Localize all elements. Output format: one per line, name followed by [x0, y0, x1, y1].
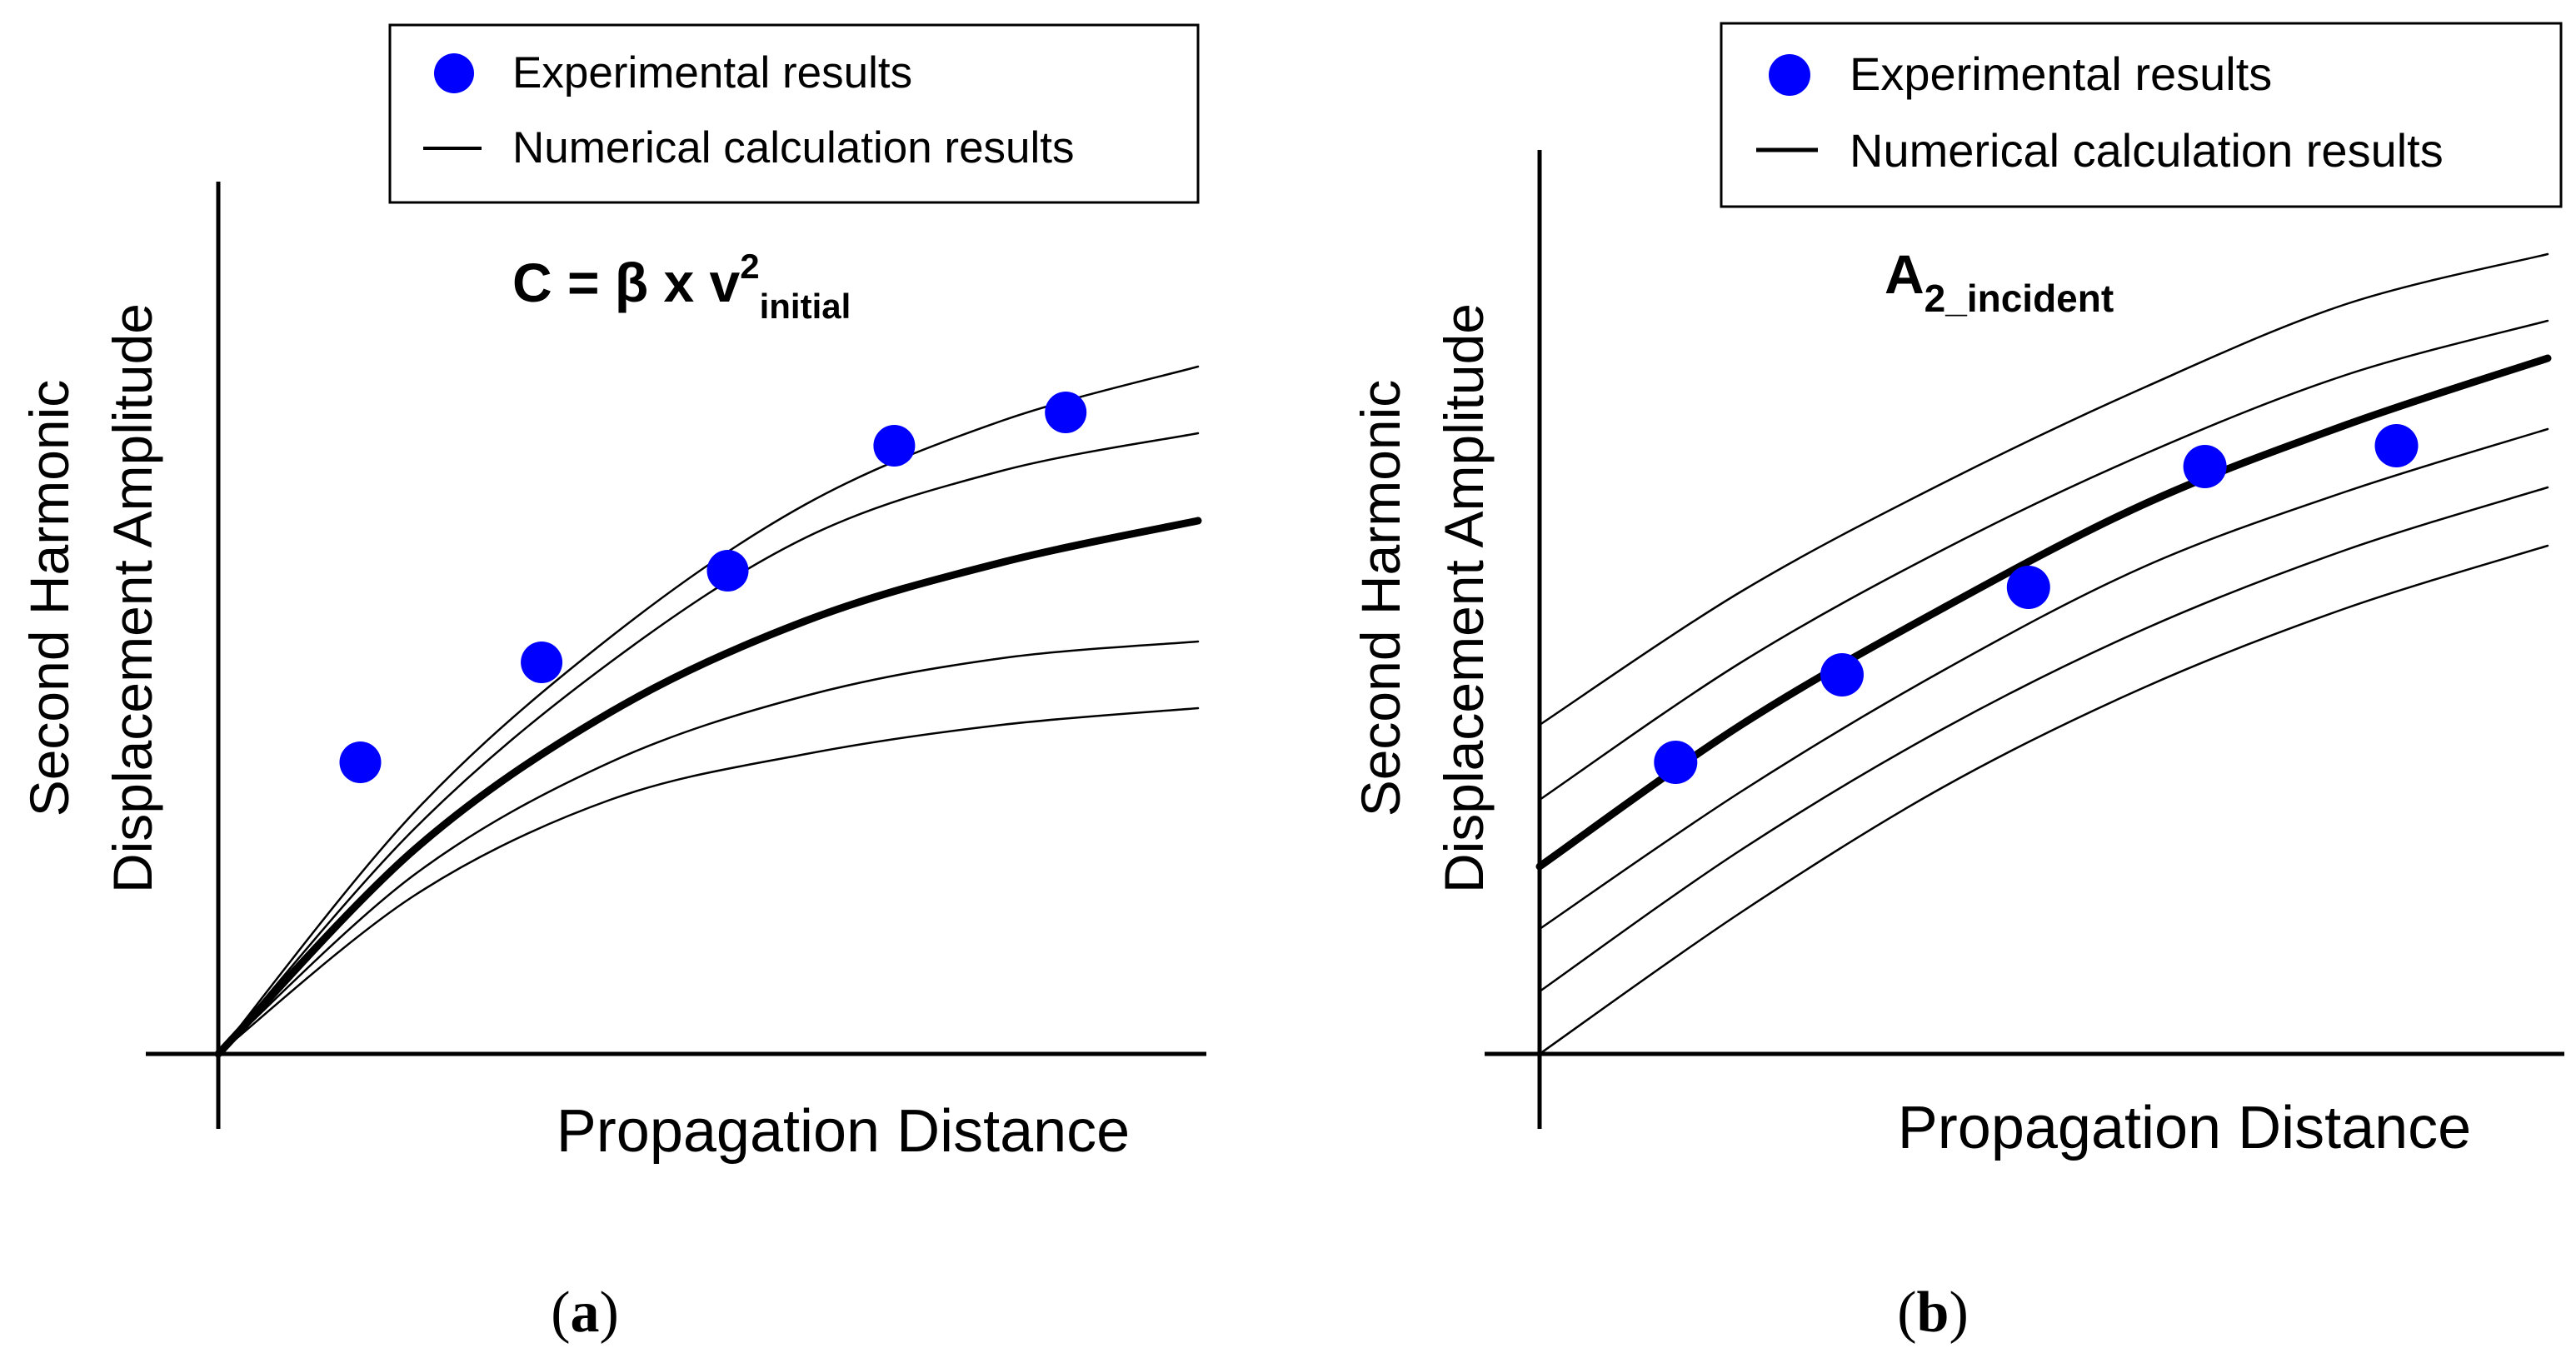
panel-a: Experimental results Numerical calculati… — [18, 23, 1206, 1345]
chart-a-title-base: C = β x v — [512, 252, 741, 313]
x-axis-label-b: Propagation Distance — [1898, 1095, 2471, 1161]
panel-b: Experimental results Numerical calculati… — [1350, 22, 2564, 1345]
legend-b: Experimental results Numerical calculati… — [1720, 22, 2563, 208]
y-axis-label-b-line1: Second Harmonic — [1350, 380, 1411, 817]
legend-a-box — [388, 23, 1200, 204]
chart-b-title-base: A — [1885, 243, 1925, 305]
numerical-curve-b-4 — [1538, 427, 2549, 931]
experimental-points-a — [339, 392, 1087, 783]
y-axis-label-a-line2: Displacement Amplitude — [102, 303, 163, 893]
numerical-curve-a-5 — [217, 706, 1200, 1056]
experimental-point-a-5 — [1045, 392, 1087, 433]
numerical-curve-b-1 — [1538, 252, 2549, 726]
chart-a-title-sub: initial — [760, 287, 851, 326]
caption-b-letter: b — [1917, 1281, 1949, 1345]
experimental-point-a-1 — [339, 741, 382, 783]
experimental-point-b-3 — [2006, 566, 2050, 609]
legend-a-marker-swatch — [434, 53, 474, 93]
numerical-curves-b — [1535, 252, 2552, 1056]
y-axis-label-a-line1: Second Harmonic — [18, 380, 80, 817]
caption-a: (a) — [551, 1281, 619, 1345]
experimental-point-b-1 — [1654, 741, 1698, 784]
legend-a-numerical-label: Numerical calculation results — [512, 123, 1075, 172]
experimental-point-a-4 — [873, 425, 916, 467]
experimental-point-a-3 — [706, 550, 749, 592]
numerical-curves-a — [214, 365, 1202, 1058]
y-axis-label-b-line2: Displacement Amplitude — [1433, 303, 1495, 893]
legend-b-box — [1720, 22, 2563, 208]
chart-b-title-sub: 2_incident — [1925, 277, 2114, 320]
experimental-points-b — [1654, 424, 2419, 784]
experimental-point-b-4 — [2183, 445, 2227, 488]
numerical-curve-a-4 — [217, 640, 1200, 1056]
legend-b-numerical-label: Numerical calculation results — [1850, 124, 2444, 177]
chart-b-title: A2_incident — [1885, 243, 2114, 320]
experimental-point-a-2 — [521, 642, 563, 683]
legend-b-experimental-label: Experimental results — [1850, 47, 2272, 100]
numerical-curve-b-3 — [1535, 354, 2552, 871]
caption-a-letter: a — [571, 1281, 600, 1345]
x-axis-label-a: Propagation Distance — [557, 1098, 1130, 1165]
experimental-point-b-5 — [2374, 424, 2419, 467]
numerical-curve-a-1 — [217, 365, 1200, 1056]
legend-a-experimental-label: Experimental results — [512, 48, 912, 97]
experimental-point-b-2 — [1820, 653, 1864, 696]
caption-b: (b) — [1897, 1281, 1969, 1345]
y-axis-label-a: Second Harmonic Displacement Amplitude — [18, 303, 163, 893]
chart-a-title-sup: 2 — [740, 247, 759, 286]
y-axis-label-b: Second Harmonic Displacement Amplitude — [1350, 303, 1495, 893]
legend-b-marker-swatch — [1769, 54, 1810, 96]
numerical-curve-a-3 — [214, 517, 1202, 1058]
numerical-curve-b-6 — [1538, 544, 2549, 1056]
numerical-curve-b-2 — [1538, 319, 2549, 801]
numerical-curve-b-5 — [1538, 486, 2549, 993]
chart-a-title: C = β x v2initial — [512, 247, 851, 326]
legend-a: Experimental results Numerical calculati… — [388, 23, 1200, 204]
numerical-curve-a-2 — [217, 432, 1200, 1056]
